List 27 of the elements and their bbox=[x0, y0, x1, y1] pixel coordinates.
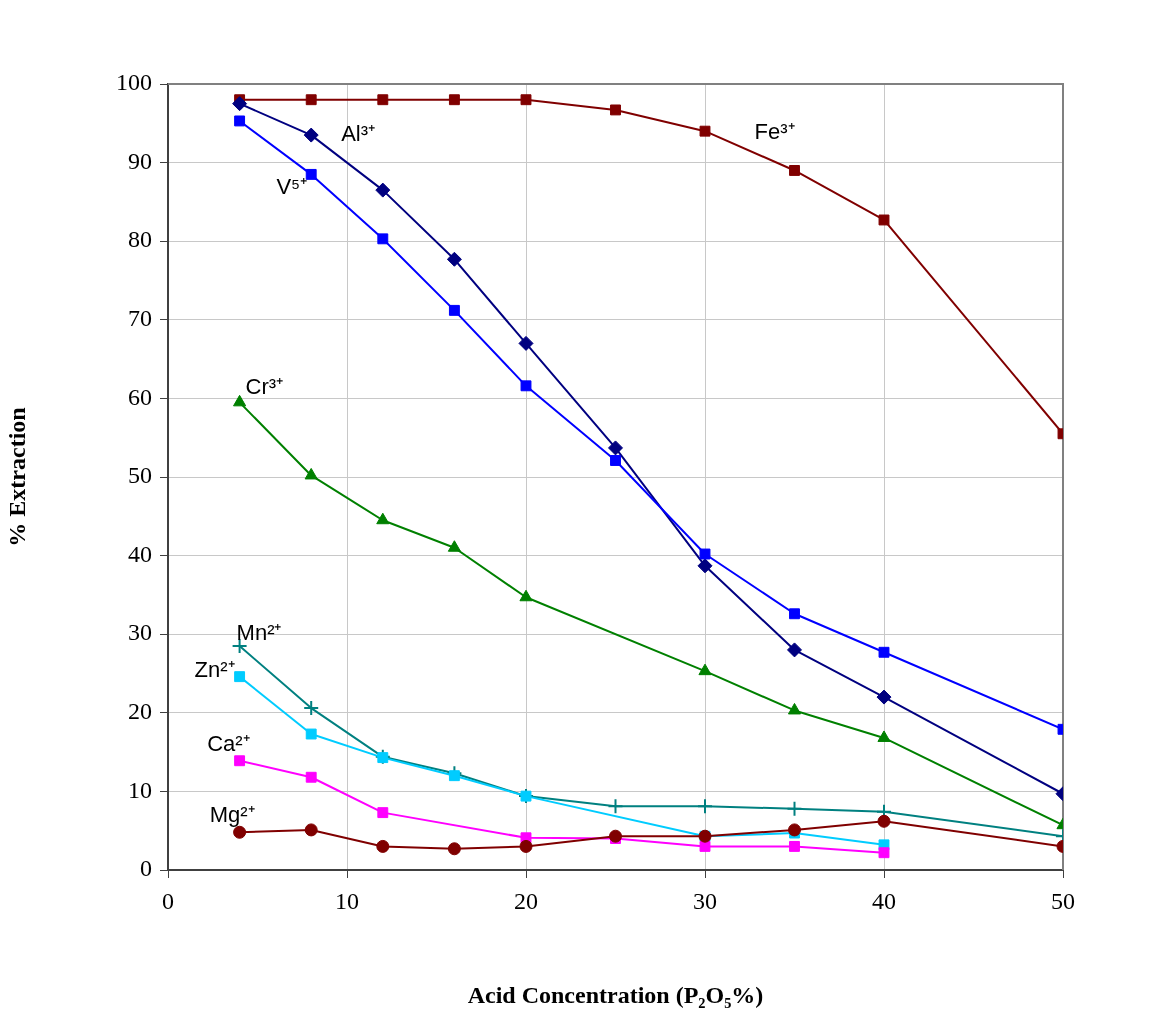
series-label: Mn²⁺ bbox=[236, 620, 282, 646]
x-tick-label: 40 bbox=[872, 887, 896, 914]
series-label: Al³⁺ bbox=[341, 121, 376, 147]
x-tick-label: 0 bbox=[162, 887, 174, 914]
y-tick-label: 20 bbox=[128, 698, 152, 725]
y-tick-label: 0 bbox=[140, 855, 152, 882]
y-axis-title: % Extraction bbox=[3, 407, 30, 547]
x-tick-label: 10 bbox=[335, 887, 359, 914]
y-tick-label: 40 bbox=[128, 540, 152, 567]
y-tick-label: 80 bbox=[128, 226, 152, 253]
x-axis-title: Acid Concentration (P₂O₅%) bbox=[467, 981, 764, 1008]
x-tick-label: 20 bbox=[514, 887, 538, 914]
series-label: Cr³⁺ bbox=[245, 374, 284, 400]
y-tick-label: 30 bbox=[128, 619, 152, 646]
x-tick-label: 30 bbox=[693, 887, 717, 914]
series-label: Mg²⁺ bbox=[209, 802, 255, 828]
x-tick-label: 50 bbox=[1051, 887, 1075, 914]
series-label: V⁵⁺ bbox=[276, 174, 308, 200]
y-tick-label: 70 bbox=[128, 305, 152, 332]
y-tick-label: 100 bbox=[116, 69, 152, 96]
series-label: Ca²⁺ bbox=[207, 730, 250, 756]
y-tick-label: 10 bbox=[128, 776, 152, 803]
y-tick-label: 50 bbox=[128, 462, 152, 489]
y-tick-label: 90 bbox=[128, 147, 152, 174]
series-label: Zn²⁺ bbox=[194, 656, 235, 682]
series-label: Fe³⁺ bbox=[754, 118, 795, 144]
y-tick-label: 60 bbox=[128, 383, 152, 410]
